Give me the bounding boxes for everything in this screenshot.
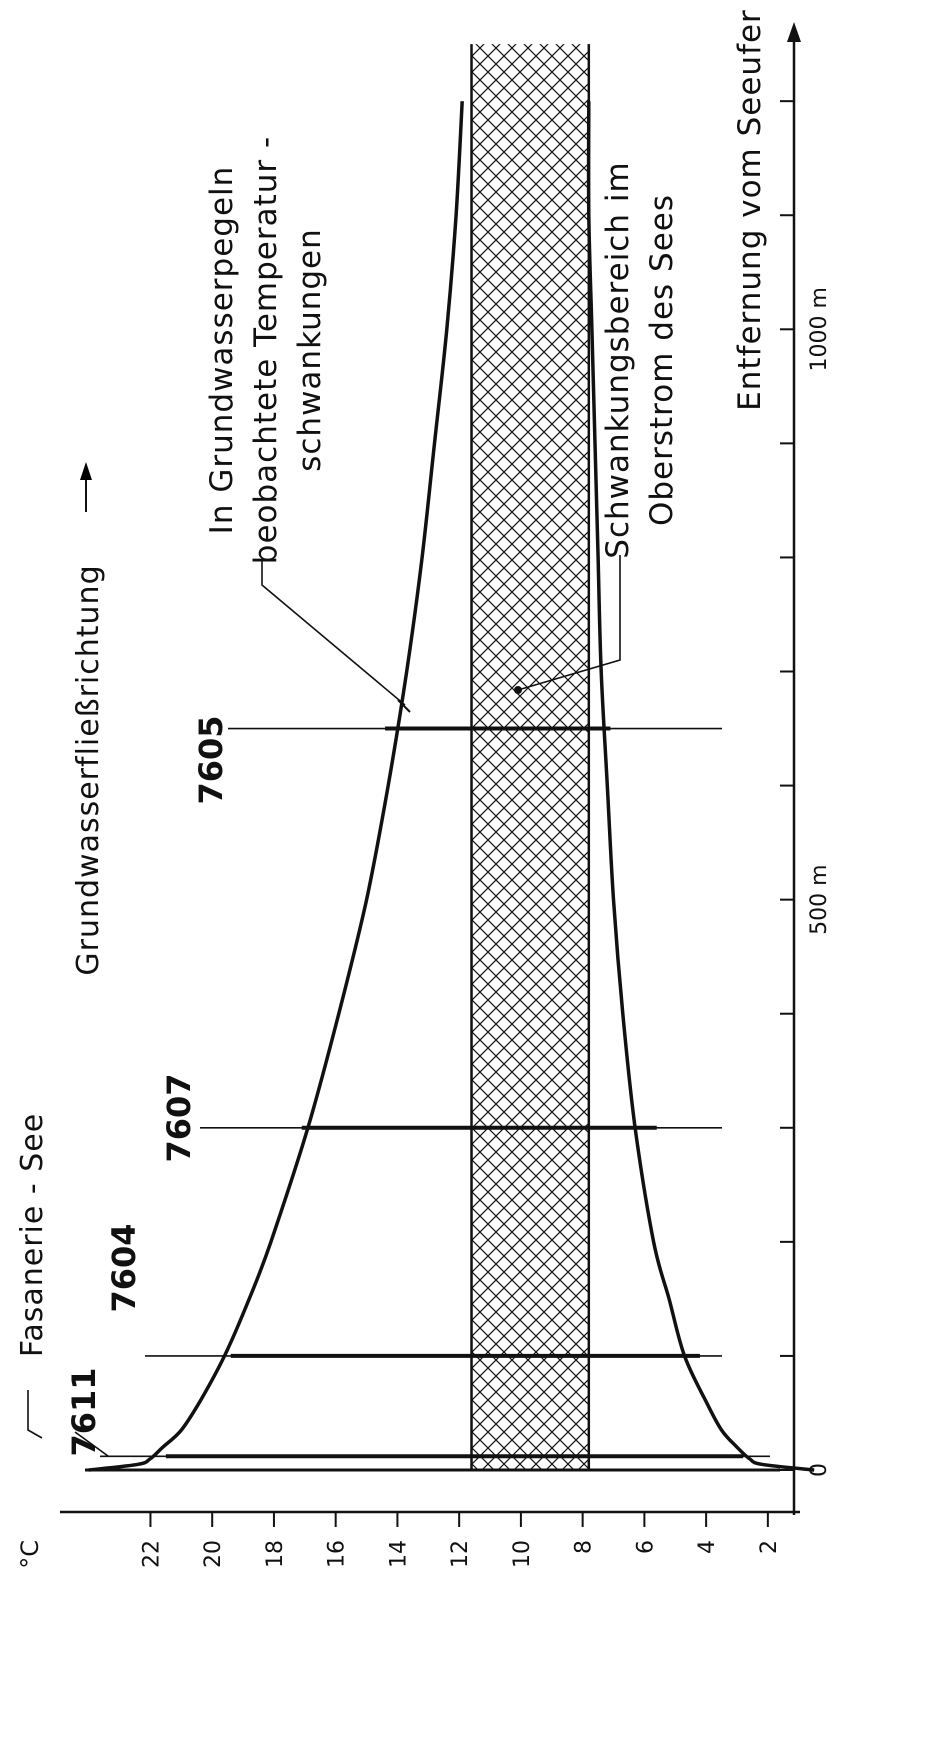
- well-label-7607: 7607: [160, 1073, 198, 1162]
- leader-lines: [27, 555, 621, 1457]
- temperature-tick-label: 16: [325, 1540, 350, 1568]
- temperature-tick-label: 2: [757, 1540, 782, 1554]
- temperature-tick-label: 18: [263, 1540, 288, 1568]
- distance-tick-label: 500 m: [807, 864, 832, 934]
- well-7611-leader: [74, 1431, 109, 1457]
- temperature-tick-label: 6: [633, 1540, 658, 1554]
- temperature-tick-label: 4: [695, 1540, 720, 1554]
- band-annotation-line-1: Schwankungsbereich im: [600, 161, 636, 558]
- temperature-tick-label: 10: [510, 1540, 535, 1568]
- band-annotation-line-2: Oberstrom des Sees: [644, 194, 680, 526]
- band-leader-dot: [514, 686, 522, 694]
- temperature-tick-label: 8: [572, 1540, 597, 1554]
- envelope-min-curve: [586, 101, 815, 1472]
- envelope-leader: [261, 560, 406, 706]
- distance-tick-label: 1000 m: [807, 287, 832, 371]
- flow-arrow-head: [80, 462, 92, 480]
- upstream-fluctuation-band: [471, 44, 589, 1470]
- temperature-tick-label: 20: [201, 1540, 226, 1568]
- distance-tick-label: 0: [807, 1463, 832, 1477]
- wells-group: [85, 726, 780, 1472]
- envelope-annotation-line-2: beobachtete Temperatur -: [248, 136, 284, 564]
- temperature-tick-label: 14: [386, 1540, 411, 1568]
- envelope-annotation-line-1: In Grundwasserpegeln: [204, 166, 240, 535]
- temperature-unit-label: °C: [16, 1540, 44, 1569]
- temperature-tick-label: 22: [139, 1540, 164, 1568]
- band-leader: [517, 555, 621, 691]
- temperature-ticks: 2 4 6 8 10 12 14 16 18 20 22 °C: [16, 1512, 782, 1569]
- distance-axis-arrow: [787, 22, 801, 42]
- text-labels: 7611 7604 7607 7605 Fasanerie - See Grundwass…: [15, 9, 768, 1456]
- distance-axis-label: Entfernung vom Seeufer: [732, 9, 768, 411]
- envelope-leader-tick: [397, 699, 411, 713]
- envelope-max-curve: [88, 101, 464, 1472]
- chart-title: Fasanerie - See: [15, 1113, 50, 1357]
- title-leader: [27, 1390, 43, 1439]
- well-label-7611: 7611: [65, 1367, 103, 1456]
- envelope-annotation-line-3: schwankungen: [292, 228, 328, 472]
- distance-ticks: 0 500 m 1000 m: [780, 100, 832, 1477]
- temperature-tick-label: 12: [448, 1540, 473, 1568]
- flow-direction-label: Grundwasserfließrichtung: [71, 564, 106, 975]
- well-label-7605: 7605: [192, 715, 230, 804]
- well-label-7604: 7604: [105, 1223, 143, 1312]
